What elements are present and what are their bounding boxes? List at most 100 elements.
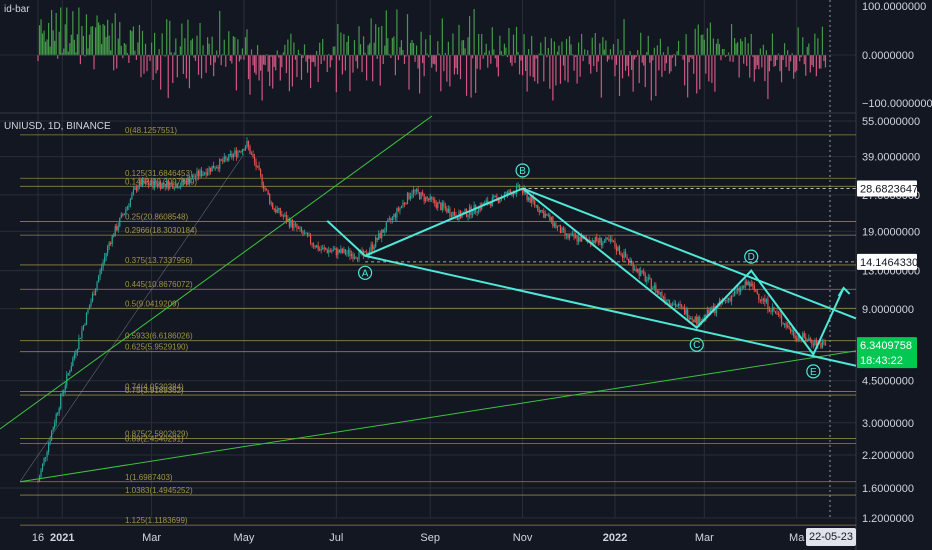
candle-body	[197, 170, 200, 177]
trend-line	[19, 153, 245, 482]
histogram-bar	[175, 38, 177, 56]
histogram-bar	[461, 40, 463, 56]
candle-body	[267, 190, 269, 195]
histogram-bar	[499, 35, 501, 56]
candle-body	[258, 165, 260, 170]
histogram-bar	[590, 55, 592, 74]
price-axis-label: 3.0000000	[862, 418, 914, 430]
fib-level-label: 0.445(10.8676072)	[125, 280, 193, 289]
histogram-bar	[73, 39, 75, 56]
histogram-bar	[90, 26, 92, 56]
symbol-title[interactable]: UNIUSD, 1D, BINANCE	[4, 121, 111, 132]
candle-body	[84, 324, 86, 326]
histogram-bar	[614, 55, 616, 77]
price-axis[interactable]: 100.0000000 0.0000000 −100.0000000 55.00000…	[862, 1, 932, 525]
candle-body	[606, 237, 608, 239]
candle-body	[791, 330, 793, 332]
candle-body	[44, 457, 47, 459]
histogram-bar	[346, 41, 348, 56]
histogram-bar	[634, 55, 636, 60]
time-axis[interactable]: 16 2021 Mar May Jul Sep Nov 2022 Mar Ma	[32, 532, 805, 544]
time-axis-label: Jul	[329, 532, 343, 544]
histogram-bar	[647, 35, 649, 56]
candle-body	[743, 286, 745, 288]
candle-body	[211, 165, 213, 172]
histogram-bar	[584, 49, 586, 56]
fib-level-label: 1.125(1.1183699)	[125, 516, 188, 525]
histogram-bar	[441, 18, 443, 56]
histogram-bar	[228, 31, 230, 56]
histogram-bar	[169, 20, 171, 56]
candle-body	[550, 216, 552, 221]
histogram-bar	[337, 23, 339, 56]
histogram-bar	[615, 55, 618, 65]
candle-body	[329, 250, 331, 252]
histogram-bar	[412, 43, 415, 56]
histogram-bar	[379, 55, 381, 86]
histogram-bar	[521, 55, 524, 76]
candle-body	[441, 202, 443, 211]
candle-body	[163, 182, 165, 185]
histogram-bar	[727, 52, 730, 56]
histogram-bar	[393, 36, 395, 56]
candle-body	[652, 288, 654, 290]
histogram-bar	[411, 40, 413, 56]
histogram-bar	[746, 55, 748, 67]
candle-body	[169, 182, 171, 189]
histogram-bar	[135, 55, 138, 60]
candle-body	[313, 244, 315, 247]
histogram-bar	[238, 55, 241, 62]
candle-body	[235, 150, 237, 157]
histogram-bar	[57, 55, 59, 59]
candle-body	[759, 299, 761, 301]
candle-body	[247, 141, 250, 147]
time-axis-label: 2022	[603, 532, 627, 544]
candle-body	[281, 214, 283, 216]
candle-body	[620, 254, 622, 256]
candle-body	[196, 170, 198, 177]
candle-body	[166, 180, 168, 188]
histogram-bar	[699, 55, 701, 90]
histogram-bar	[780, 55, 783, 83]
histogram-bar	[305, 55, 307, 62]
candle-body	[665, 300, 668, 302]
histogram-bar	[40, 19, 42, 56]
candle-body	[709, 307, 711, 314]
fib-level-label: 0.1483(29.3097339)	[125, 177, 197, 186]
candle-body	[715, 308, 718, 314]
candle-body	[131, 194, 133, 200]
candle-body	[309, 235, 312, 243]
candle-body	[673, 303, 675, 305]
histogram-bar	[400, 40, 403, 56]
histogram-bar	[740, 38, 742, 56]
candle-body	[411, 193, 413, 197]
histogram-bar	[234, 37, 236, 56]
candle-body	[409, 196, 412, 199]
candle-body	[509, 190, 512, 193]
histogram-bar	[91, 26, 94, 56]
histogram-bar	[562, 55, 565, 66]
candle-body	[266, 188, 268, 191]
histogram-bar	[144, 43, 147, 56]
candle-body	[747, 281, 749, 286]
candle-body	[809, 338, 811, 341]
candle-body	[655, 285, 657, 293]
candle-body	[146, 180, 148, 183]
histogram-bar	[417, 55, 419, 69]
histogram-bar	[137, 42, 139, 56]
candle-body	[43, 457, 45, 464]
candle-body	[352, 254, 354, 259]
histogram-bar	[517, 51, 519, 56]
candle-body	[38, 476, 41, 482]
histogram-bar	[317, 55, 319, 83]
histogram-bar	[240, 55, 242, 60]
candle-body	[185, 180, 188, 185]
histogram-bar	[220, 55, 222, 66]
histogram-bar	[794, 55, 796, 73]
histogram-bar	[587, 50, 589, 56]
histogram-bar	[687, 55, 689, 98]
histogram-bar	[620, 50, 622, 56]
candle-body	[656, 290, 658, 293]
fib-level-label: 0.125(31.6846453)	[125, 169, 193, 178]
